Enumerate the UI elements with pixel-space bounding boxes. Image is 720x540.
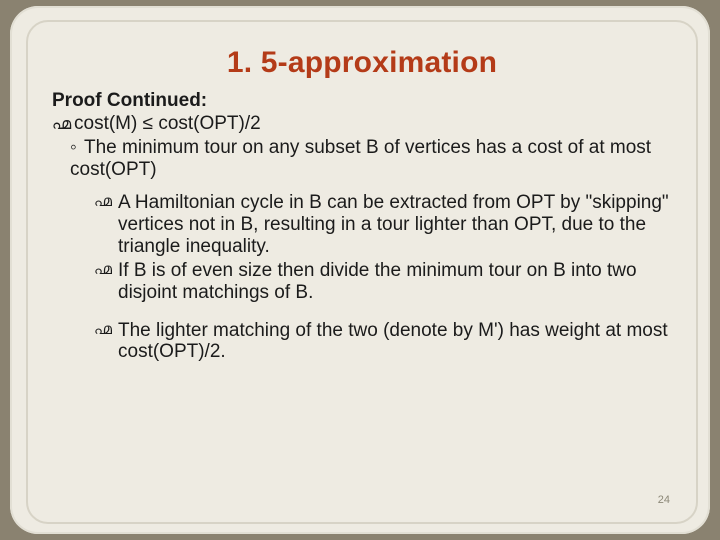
bullet-text: The minimum tour on any subset B of vert… bbox=[70, 137, 651, 180]
bullet-even-size: ൶ If B is of even size then divide the m… bbox=[94, 260, 670, 304]
bullet-glyph-icon: ൶ bbox=[52, 116, 74, 134]
bullet-text: If B is of even size then divide the min… bbox=[118, 260, 637, 303]
bullet-text: The lighter matching of the two (denote … bbox=[118, 320, 668, 363]
slide-outer-frame: 1. 5-approximation Proof Continued: ൶cos… bbox=[10, 6, 710, 534]
bullet-lighter-matching: ൶ The lighter matching of the two (denot… bbox=[94, 320, 670, 364]
bullet-glyph-icon: ൶ bbox=[94, 322, 112, 339]
bullet-glyph-icon: ൶ bbox=[94, 194, 112, 211]
sub-points-group: ൶ A Hamiltonian cycle in B can be extrac… bbox=[52, 192, 670, 363]
slide-title: 1. 5-approximation bbox=[28, 46, 696, 80]
slide-body: Proof Continued: ൶cost(M) ≤ cost(OPT)/2 … bbox=[28, 90, 696, 363]
proof-subhead: Proof Continued: bbox=[52, 90, 670, 112]
page-number: 24 bbox=[658, 494, 670, 506]
bullet-text: A Hamiltonian cycle in B can be extracte… bbox=[118, 192, 669, 257]
bullet-minimum-tour: ◦The minimum tour on any subset B of ver… bbox=[52, 137, 670, 181]
spacer bbox=[94, 304, 670, 318]
bullet-glyph-icon: ◦ bbox=[70, 137, 84, 159]
bullet-cost-inequality: ൶cost(M) ≤ cost(OPT)/2 bbox=[52, 113, 670, 135]
bullet-text: cost(M) ≤ cost(OPT)/2 bbox=[74, 113, 261, 134]
bullet-glyph-icon: ൶ bbox=[94, 262, 112, 279]
slide-inner-frame: 1. 5-approximation Proof Continued: ൶cos… bbox=[26, 20, 698, 524]
bullet-hamiltonian: ൶ A Hamiltonian cycle in B can be extrac… bbox=[94, 192, 670, 258]
